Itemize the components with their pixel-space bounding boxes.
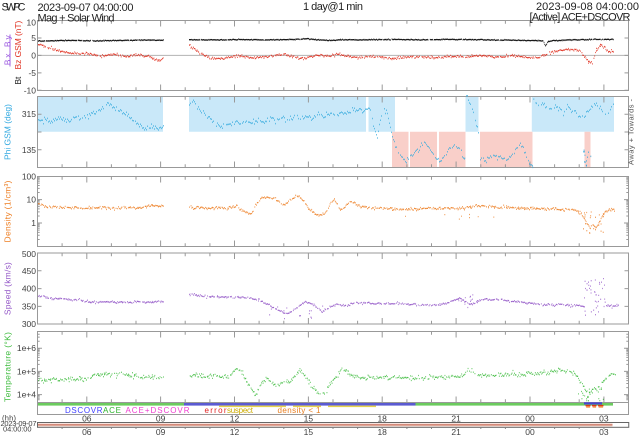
svg-text:03: 03	[599, 414, 609, 424]
svg-text:15: 15	[304, 427, 314, 436]
svg-text:350: 350	[22, 301, 36, 311]
svg-text:12: 12	[230, 414, 240, 424]
svg-text:06: 06	[82, 427, 92, 436]
svg-text:04:00:00: 04:00:00	[3, 425, 32, 434]
svg-text:Bx By: Bx By	[3, 35, 13, 66]
svg-text:00: 00	[525, 427, 535, 436]
svg-text:Temperature (°K): Temperature (°K)	[3, 332, 13, 402]
svg-text:2023-09-08 04:00:00: 2023-09-08 04:00:00	[536, 1, 639, 13]
svg-text:500: 500	[22, 249, 36, 259]
svg-text:100: 100	[22, 172, 36, 182]
svg-text:Bt Bz GSM (nT): Bt Bz GSM (nT)	[13, 20, 23, 84]
svg-text:2023-09-07 04:00:00: 2023-09-07 04:00:00	[38, 2, 134, 14]
svg-text:06: 06	[82, 414, 92, 424]
svg-text:-5: -5	[28, 68, 36, 78]
svg-text:400: 400	[22, 284, 36, 294]
svg-text:21: 21	[451, 427, 461, 436]
svg-text:18: 18	[377, 427, 387, 436]
svg-text:5: 5	[31, 33, 36, 43]
svg-text:135: 135	[22, 145, 36, 155]
svg-text:1e+4: 1e+4	[17, 390, 36, 400]
svg-text:450: 450	[22, 266, 36, 276]
svg-text:1e+5: 1e+5	[17, 366, 36, 376]
svg-text:Phi GSM (deg): Phi GSM (deg)	[3, 104, 13, 160]
svg-text:10: 10	[27, 17, 37, 27]
svg-text:Away + Towards -: Away + Towards -	[627, 99, 636, 166]
svg-text:(hh): (hh)	[2, 413, 17, 422]
svg-text:21: 21	[451, 414, 461, 424]
svg-text:DSCOVR: DSCOVR	[65, 406, 103, 415]
svg-text:ACE: ACE	[103, 406, 121, 415]
svg-text:-10: -10	[24, 85, 37, 95]
svg-text:1 day@1 min: 1 day@1 min	[303, 1, 363, 13]
svg-text:15: 15	[304, 414, 314, 424]
svg-text:18: 18	[377, 414, 387, 424]
svg-text:09: 09	[156, 414, 166, 424]
svg-text:10: 10	[27, 195, 37, 205]
svg-text:suspect: suspect	[227, 406, 254, 415]
svg-text:density < 1: density < 1	[278, 406, 322, 415]
svg-text:Density (1/cm³): Density (1/cm³)	[3, 180, 13, 242]
svg-text:SWPC: SWPC	[2, 2, 26, 14]
svg-text:Mag + Solar Wind: Mag + Solar Wind	[38, 13, 115, 25]
svg-text:315: 315	[22, 109, 36, 119]
svg-text:00: 00	[525, 414, 535, 424]
svg-text:error: error	[205, 406, 227, 415]
svg-text:09: 09	[156, 427, 166, 436]
svg-text:1: 1	[31, 218, 36, 228]
svg-text:Speed (km/s): Speed (km/s)	[3, 262, 13, 315]
svg-text:12: 12	[230, 427, 240, 436]
svg-text:[Active] ACE+DSCOVR: [Active] ACE+DSCOVR	[530, 12, 631, 24]
svg-text:ACE+DSCOVR: ACE+DSCOVR	[126, 406, 190, 415]
svg-text:2023-09-07: 2023-09-07	[1, 419, 37, 428]
svg-text:300: 300	[22, 319, 36, 329]
svg-text:0: 0	[31, 50, 36, 60]
svg-text:1e+6: 1e+6	[17, 343, 36, 353]
svg-text:03: 03	[599, 427, 609, 436]
